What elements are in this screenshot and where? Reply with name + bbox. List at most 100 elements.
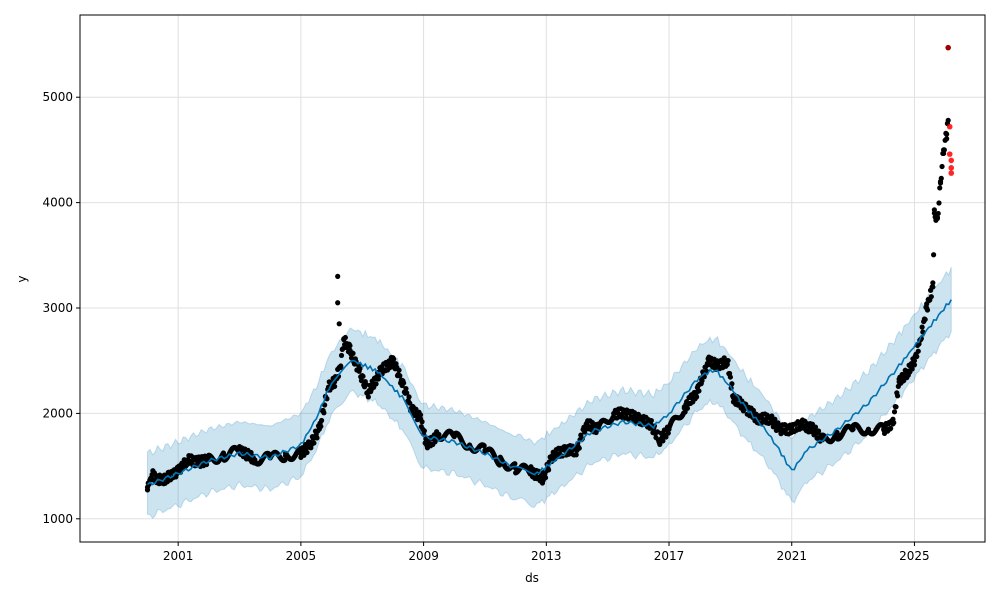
actual-point [922, 316, 928, 323]
actual-point [776, 426, 783, 432]
actual-point [896, 379, 902, 385]
actual-point [945, 117, 951, 123]
actual-point [417, 412, 424, 418]
actual-point [298, 450, 304, 457]
outlier-point [948, 165, 955, 171]
actual-point [365, 389, 371, 395]
actual-point [307, 442, 313, 448]
x-tick-label: 2005 [286, 549, 317, 563]
actual-point [623, 410, 629, 417]
x-tick-label: 2001 [163, 549, 194, 563]
actual-point [663, 434, 669, 440]
actual-point [944, 136, 950, 142]
actual-point [850, 426, 856, 432]
actual-point [144, 484, 151, 490]
actual-point [347, 343, 353, 349]
actual-point [724, 358, 730, 364]
actual-point [888, 425, 894, 432]
actual-point [835, 431, 841, 438]
actual-point [935, 210, 941, 217]
actual-point [311, 440, 317, 446]
actual-point [573, 452, 579, 458]
actual-point [332, 383, 338, 390]
actual-point [408, 405, 414, 411]
actual-point [915, 348, 921, 354]
actual-point [905, 368, 911, 374]
forecast-line [147, 299, 952, 486]
actual-point [724, 361, 730, 368]
actual-point [944, 131, 950, 137]
actual-point [404, 390, 410, 396]
x-tick-label: 2009 [408, 549, 439, 563]
actual-point [914, 353, 920, 360]
actual-point [930, 284, 936, 290]
actual-point [399, 379, 405, 385]
outlier-point [948, 157, 955, 164]
x-tick-label: 2021 [776, 549, 807, 563]
actual-point [549, 452, 556, 459]
actual-point [798, 421, 804, 427]
actual-point [338, 363, 344, 369]
actual-point [481, 443, 487, 449]
x-tick-label: 2025 [899, 549, 930, 563]
actual-point [611, 410, 617, 417]
actual-point [694, 389, 700, 395]
actual-point [314, 435, 320, 441]
outlier-point [945, 44, 951, 51]
y-tick-label: 1000 [42, 512, 73, 526]
actual-point [767, 416, 773, 422]
actual-point [909, 366, 915, 372]
actual-point [403, 386, 409, 392]
actual-point [894, 393, 901, 399]
actual-point [338, 352, 345, 359]
actual-point [931, 252, 937, 258]
actual-point [928, 294, 934, 300]
actual-point [417, 416, 424, 422]
actual-point [335, 300, 341, 306]
actual-point [930, 280, 936, 286]
actual-point [694, 394, 700, 400]
actual-point [891, 409, 898, 415]
actual-point [934, 215, 941, 222]
actual-point [583, 421, 589, 427]
actual-point [772, 416, 778, 422]
actual-point [184, 457, 190, 463]
actual-point [282, 457, 288, 463]
actual-point [815, 428, 822, 434]
y-tick-label: 3000 [42, 301, 73, 315]
actual-point [236, 447, 243, 453]
actual-point [406, 394, 412, 400]
x-tick-label: 2017 [654, 549, 685, 563]
actual-point [347, 347, 353, 353]
y-tick-label: 2000 [42, 406, 73, 420]
actual-point [316, 426, 322, 432]
actual-point [373, 381, 379, 387]
outlier-point [946, 151, 953, 157]
actual-point [574, 447, 580, 453]
actual-point [540, 476, 546, 482]
actual-point [911, 358, 918, 364]
actual-point [937, 178, 944, 185]
actual-point [424, 442, 430, 448]
actual-point [890, 421, 896, 427]
actual-point [390, 358, 396, 364]
outlier-point [946, 123, 953, 130]
actual-point [789, 426, 795, 432]
actual-point [318, 417, 325, 424]
outlier-point [948, 170, 955, 176]
actual-point [865, 426, 872, 432]
actual-point [512, 461, 518, 467]
actual-point [924, 305, 930, 311]
actual-point [282, 452, 289, 459]
actual-point [304, 449, 310, 456]
y-tick-label: 4000 [42, 196, 73, 210]
actual-point [546, 467, 552, 473]
actual-point [149, 471, 155, 478]
actual-point [365, 394, 371, 400]
actual-point [937, 185, 943, 191]
actual-point [451, 434, 457, 440]
actual-point [936, 200, 942, 206]
actual-point [648, 421, 654, 427]
